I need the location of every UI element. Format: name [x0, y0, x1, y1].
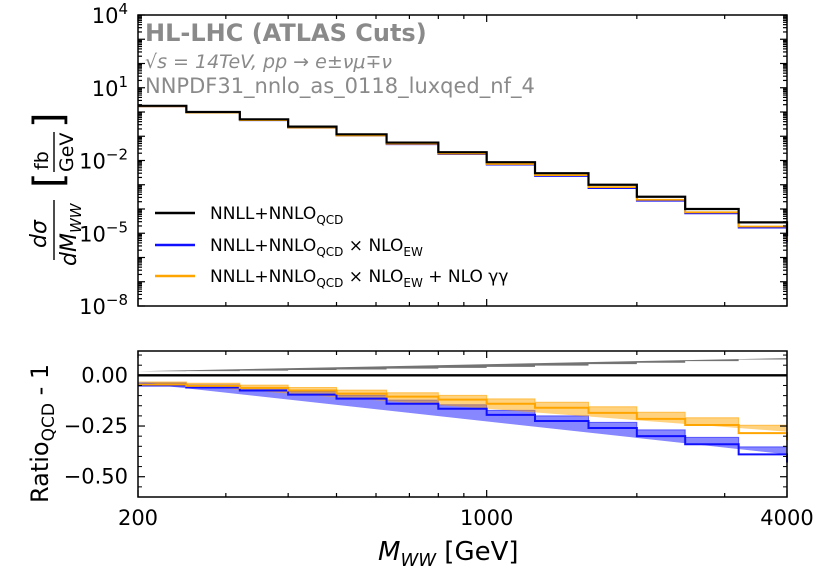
main-y-tick-label: 101 — [92, 73, 128, 101]
ratio-x-tick-label: 4000 — [760, 506, 813, 530]
ratio-y-tick-label: −0.50 — [64, 465, 128, 489]
main-axes-frame — [137, 14, 788, 307]
annotation-pdf: NNPDF31_nnlo_as_0118_luxqed_nf_4 — [145, 74, 535, 99]
ratio-series-line-2 — [138, 383, 788, 441]
ylabel-unit-denominator: GeV — [56, 133, 78, 172]
ylabel-bracket-close: ] — [26, 112, 72, 128]
legend-entry-0: NNLL+NNLOQCD — [210, 204, 343, 227]
annotation-process: √s = 14TeV, pp → e±νμ∓ν — [145, 51, 392, 73]
ratio-data-layer — [138, 358, 788, 463]
ratio-y-ticks: 0.00 −0.25 −0.50 — [64, 354, 787, 489]
ratio-y-label: RatioQCD - 1 — [26, 364, 59, 503]
ylabel-denominator: dMWW — [57, 202, 85, 266]
annotation-title: HL-LHC (ATLAS Cuts) — [145, 19, 427, 47]
main-y-tick-label: 104 — [92, 0, 128, 28]
ratio-y-tick-label: −0.25 — [64, 414, 128, 438]
ylabel-bracket-open: [ — [26, 172, 72, 188]
main-y-label: dσ dMWW [ fb GeV ] — [26, 112, 85, 266]
ratio-ylabel: RatioQCD - 1 — [26, 364, 59, 503]
ratio-qcd-band — [138, 358, 787, 372]
ratio-x-tick-label: 1000 — [460, 506, 513, 530]
main-y-tick-label: 10−5 — [79, 218, 128, 246]
legend: NNLL+NNLOQCD NNLL+NNLOQCD × NLOEW NNLL+NNL… — [155, 204, 508, 290]
legend-entry-2: NNLL+NNLOQCD × NLOEW + NLO γγ — [210, 267, 508, 290]
ratio-y-tick-label: 0.00 — [81, 363, 128, 387]
ratio-band-2 — [138, 381, 788, 432]
ratio-x-ticks: 200 1000 4000 — [118, 351, 814, 530]
ylabel-unit-numerator: fb — [31, 151, 53, 170]
ratio-series-line-1 — [138, 384, 788, 463]
legend-entry-1: NNLL+NNLOQCD × NLOEW — [210, 236, 423, 259]
main-panel: 10−8 10−5 10−2 101 104 HL-LHC (ATLAS Cuts) √… — [26, 0, 789, 319]
main-data-layer — [138, 104, 789, 243]
ratio-axes-frame — [137, 350, 788, 498]
ratio-panel: 0.00−0.25−0.50 200 1000 4000 RatioQCD - 1 … — [26, 350, 814, 571]
ratio-x-tick-label: 200 — [118, 506, 158, 530]
main-y-tick-label: 10−2 — [79, 146, 128, 174]
ylabel-numerator: dσ — [27, 219, 52, 248]
x-axis-label: MWW [GeV] — [378, 537, 519, 571]
main-series-line-0 — [138, 104, 789, 237]
main-y-tick-label: 10−8 — [79, 291, 128, 319]
